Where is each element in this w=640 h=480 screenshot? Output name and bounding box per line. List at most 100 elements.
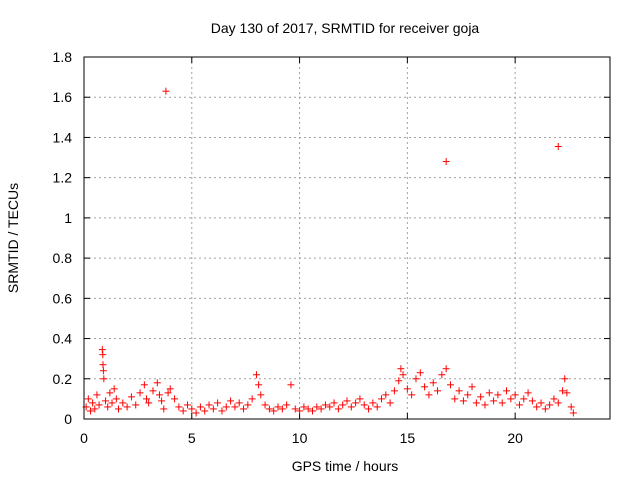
plot-frame: [83, 56, 611, 420]
x-tick-label: 20: [507, 430, 523, 446]
data-point: [339, 401, 347, 409]
data-point: [261, 401, 269, 409]
data-point: [104, 403, 112, 411]
data-point: [360, 401, 368, 409]
data-point: [382, 391, 390, 399]
data-point: [127, 393, 135, 401]
data-point: [235, 399, 243, 407]
data-point: [356, 395, 364, 403]
data-point: [218, 407, 226, 415]
data-point: [91, 405, 99, 413]
data-point: [490, 397, 498, 405]
data-point: [175, 403, 183, 411]
data-point: [214, 399, 222, 407]
data-point: [100, 375, 108, 383]
data-point: [451, 395, 459, 403]
data-point: [485, 389, 493, 397]
y-tick-label: 1.6: [53, 89, 73, 105]
data-point: [309, 407, 317, 415]
data-point: [296, 407, 304, 415]
data-point: [209, 405, 217, 413]
data-point: [563, 389, 571, 397]
data-point: [390, 387, 398, 395]
data-point: [108, 399, 116, 407]
data-point: [541, 405, 549, 413]
y-tick-label: 1.4: [53, 129, 73, 145]
chart-title: Day 130 of 2017, SRMTID for receiver goj…: [211, 20, 480, 36]
axis-ticks: 0 0.2 0.4 0.6 0.8 1 1.2 1.4 1.6 1.8 0 5 10 15 20: [53, 49, 610, 446]
data-point: [99, 367, 107, 375]
data-point: [425, 391, 433, 399]
data-point: [278, 405, 286, 413]
data-point: [377, 395, 385, 403]
data-point: [481, 401, 489, 409]
data-point: [255, 381, 263, 389]
data-point: [537, 399, 545, 407]
x-tick-label: 10: [292, 430, 308, 446]
grid-lines: [84, 57, 610, 419]
data-point: [265, 405, 273, 413]
data-point: [248, 395, 256, 403]
data-point: [412, 375, 420, 383]
data-point: [252, 371, 260, 379]
data-point: [421, 383, 429, 391]
data-point: [498, 399, 506, 407]
data-point: [291, 405, 299, 413]
data-point: [93, 391, 101, 399]
data-point: [171, 395, 179, 403]
data-point: [399, 371, 407, 379]
data-point: [140, 381, 148, 389]
data-point: [442, 158, 450, 166]
data-point: [533, 403, 541, 411]
data-point: [515, 401, 523, 409]
y-tick-label: 1.8: [53, 49, 73, 65]
data-point: [321, 401, 329, 409]
data-point: [119, 399, 127, 407]
y-tick-label: 0.4: [53, 331, 73, 347]
data-point: [429, 379, 437, 387]
data-point: [503, 387, 511, 395]
data-point: [554, 142, 562, 150]
data-point: [164, 389, 172, 397]
data-point: [112, 395, 120, 403]
data-point: [222, 403, 230, 411]
x-axis-label: GPS time / hours: [292, 458, 399, 474]
data-point: [524, 389, 532, 397]
data-point: [123, 403, 131, 411]
data-point: [446, 381, 454, 389]
data-point: [472, 399, 480, 407]
data-point: [304, 405, 312, 413]
data-point: [343, 397, 351, 405]
data-point: [153, 379, 161, 387]
data-point: [569, 409, 577, 417]
data-point: [160, 405, 168, 413]
data-point: [114, 405, 122, 413]
data-point: [395, 377, 403, 385]
data-point: [162, 87, 170, 95]
data-point: [89, 399, 97, 407]
data-point: [149, 387, 157, 395]
data-point: [511, 391, 519, 399]
x-tick-label: 0: [80, 430, 88, 446]
data-point: [561, 375, 569, 383]
y-tick-label: 0.8: [53, 250, 73, 266]
data-point: [283, 401, 291, 409]
data-point: [369, 399, 377, 407]
data-point: [403, 385, 411, 393]
data-point: [442, 365, 450, 373]
y-axis-label: SRMTID / TECUs: [5, 183, 21, 293]
data-point: [196, 403, 204, 411]
data-point: [554, 399, 562, 407]
data-point: [274, 403, 282, 411]
data-point: [287, 381, 295, 389]
data-point: [257, 391, 265, 399]
data-point: [106, 389, 114, 397]
data-point: [110, 385, 118, 393]
data-point: [99, 361, 107, 369]
data-point: [408, 391, 416, 399]
data-point: [231, 403, 239, 411]
data-point: [166, 385, 174, 393]
data-point: [334, 405, 342, 413]
data-point: [143, 395, 151, 403]
